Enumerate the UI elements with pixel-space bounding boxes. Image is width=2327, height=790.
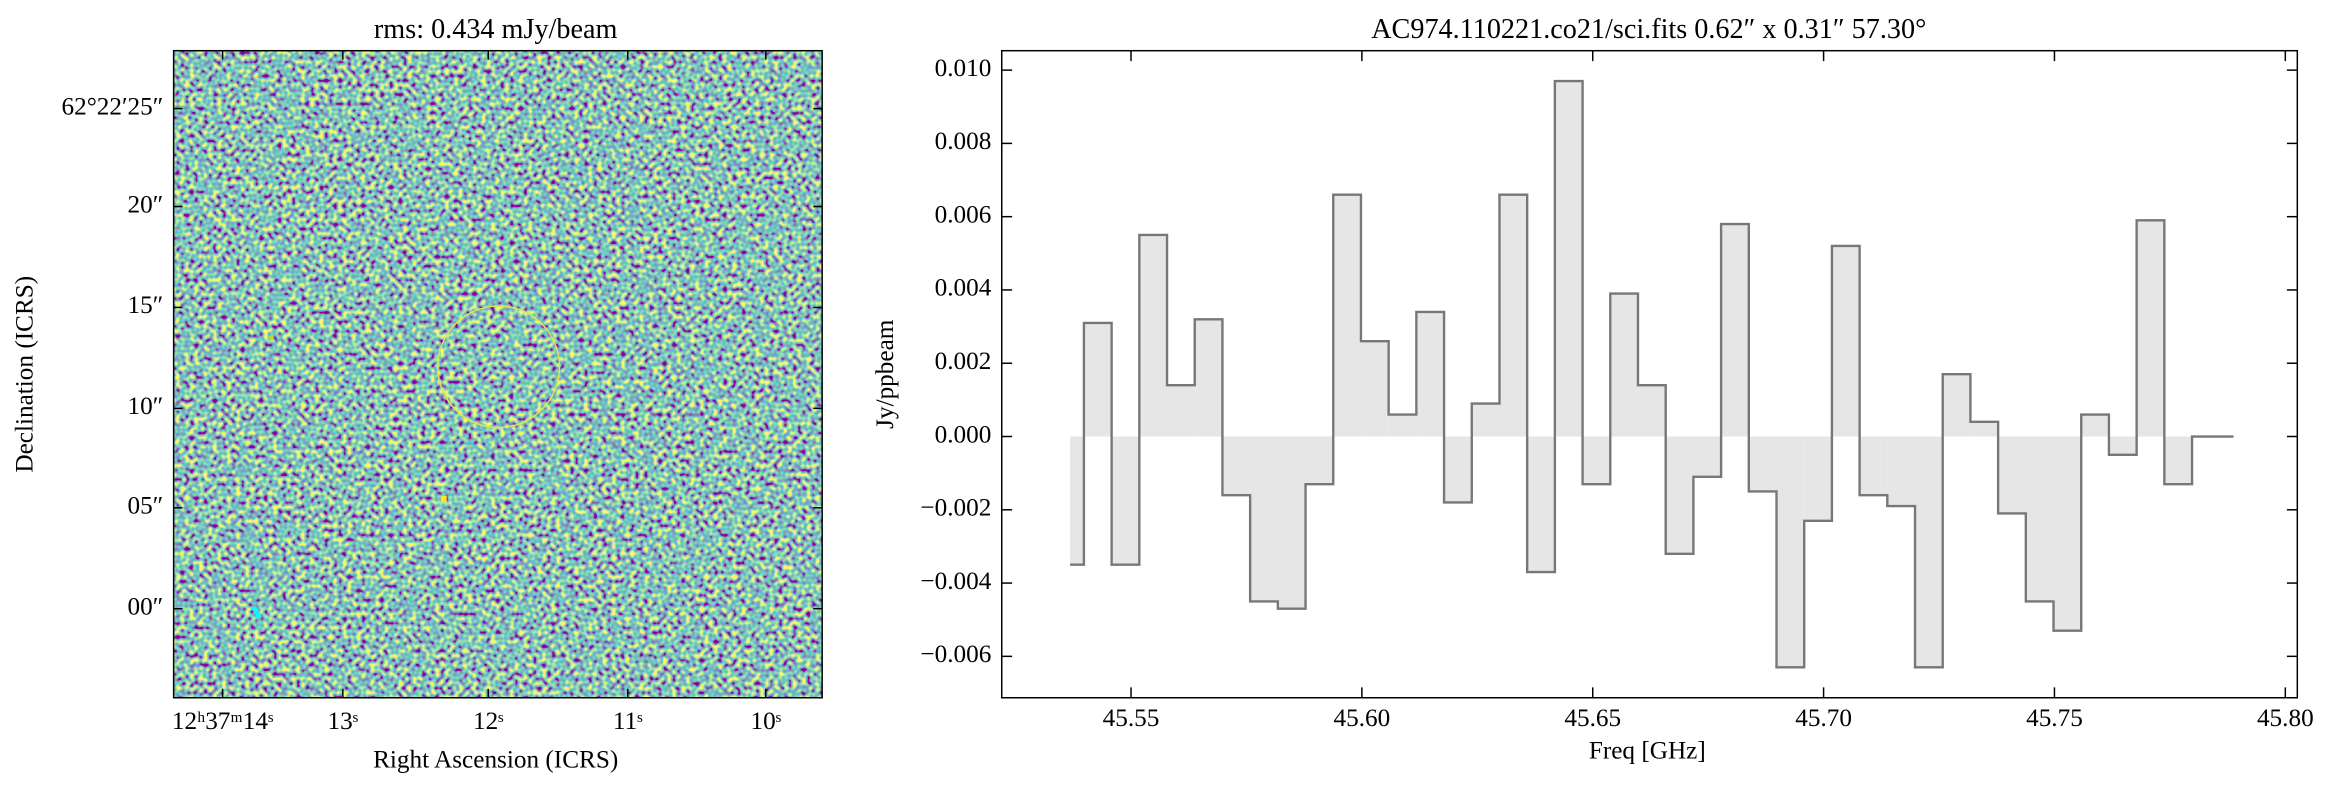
bright-pixel — [440, 495, 447, 502]
y-tick-label: 0.010 — [935, 55, 992, 82]
channel-fill — [1693, 436, 1722, 477]
x-tick-label: 45.80 — [2257, 705, 2314, 732]
channel-fill — [1721, 224, 1749, 437]
channel-fill — [1222, 436, 1251, 496]
spectrum-line — [1070, 79, 2234, 669]
x-tick-label: 11ˢ — [613, 708, 643, 735]
channel-fill — [2053, 436, 2082, 631]
x-tick-label: 45.65 — [1564, 705, 1621, 732]
cyan-marker — [251, 606, 262, 619]
beam-circle — [437, 305, 561, 429]
channel-fill — [2025, 436, 2054, 602]
x-axis-label: Right Ascension (ICRS) — [373, 746, 618, 773]
y-tick-label: 00″ — [128, 593, 164, 620]
channel-fill — [1859, 436, 1888, 496]
channel-fill — [1942, 374, 1971, 437]
y-tick-label: 05″ — [128, 493, 164, 520]
y-tick-label: 0.004 — [935, 275, 992, 302]
channel-fill — [2081, 414, 2109, 437]
y-tick-label: 15″ — [128, 292, 164, 319]
channel-fill — [2108, 436, 2137, 455]
channel-fill — [1194, 319, 1223, 437]
channel-fill — [1831, 245, 1860, 437]
y-tick-label: 0.000 — [935, 421, 992, 448]
y-tick-label: 20″ — [128, 191, 164, 218]
x-tick-label: 45.55 — [1103, 705, 1160, 732]
channel-fill — [1998, 436, 2026, 514]
x-tick-label: 45.60 — [1334, 705, 1391, 732]
y-tick-label: 0.006 — [935, 201, 992, 228]
x-tick-label: 12ˢ — [473, 708, 504, 735]
channel-fill — [1804, 436, 1832, 521]
channel-fill — [1333, 194, 1361, 437]
channel-fill — [1167, 385, 1195, 437]
channel-fill — [1776, 436, 1805, 668]
channel-fill — [1471, 403, 1500, 437]
channel-fill — [1887, 436, 1916, 507]
x-axis-label: Freq [GHz] — [1589, 737, 1706, 764]
y-tick-label: 10″ — [128, 393, 164, 420]
channel-fill — [1416, 311, 1445, 437]
spectrum-title: AC974.110221.co21/sci.fits 0.62″ x 0.31″… — [1371, 14, 1926, 45]
channel-fill — [2136, 220, 2165, 437]
plot-frame — [1000, 49, 2299, 699]
channel-fill — [1083, 322, 1112, 437]
channel-fill — [1748, 436, 1777, 492]
channel-fill — [1277, 436, 1306, 609]
channel-fill — [2164, 436, 2193, 485]
y-tick-label: 62°22′25″ — [61, 93, 163, 120]
x-tick-label: 45.70 — [1795, 705, 1852, 732]
channel-fill — [1582, 436, 1611, 485]
image-frame — [172, 49, 823, 699]
y-tick-label: −0.004 — [920, 568, 991, 595]
y-axis-label: Jy/ppbeam — [872, 319, 899, 429]
channel-fill — [1527, 436, 1555, 573]
x-tick-label: 12ʰ37ᵐ14ˢ — [172, 708, 274, 735]
channel-fill — [1360, 341, 1389, 437]
channel-fill — [1111, 436, 1140, 565]
y-tick-label: −0.002 — [920, 495, 991, 522]
channel-fill — [1070, 436, 1084, 565]
channel-fill — [1250, 436, 1278, 602]
bright-pixel — [268, 335, 274, 341]
channel-fill — [1637, 385, 1666, 437]
image-title: rms: 0.434 mJy/beam — [374, 14, 618, 45]
channel-fill — [1305, 436, 1334, 485]
y-axis-label: Declination (ICRS) — [11, 276, 38, 473]
channel-fill — [1499, 194, 1528, 437]
channel-fill — [1444, 436, 1472, 503]
channel-fill — [1388, 414, 1417, 437]
y-tick-label: 0.002 — [935, 348, 992, 375]
x-tick-label: 10ˢ — [750, 708, 781, 735]
x-tick-label: 45.75 — [2026, 705, 2083, 732]
y-tick-label: −0.006 — [920, 641, 991, 668]
x-tick-label: 13ˢ — [328, 708, 359, 735]
channel-fill — [1665, 436, 1694, 554]
channel-fill — [1554, 81, 1583, 437]
channel-fill — [1915, 436, 1943, 668]
y-tick-label: 0.008 — [935, 128, 992, 155]
channel-fill — [1610, 293, 1638, 437]
noise-texture — [173, 50, 823, 698]
channel-fill — [1970, 421, 1999, 437]
channel-fill — [1139, 234, 1168, 437]
